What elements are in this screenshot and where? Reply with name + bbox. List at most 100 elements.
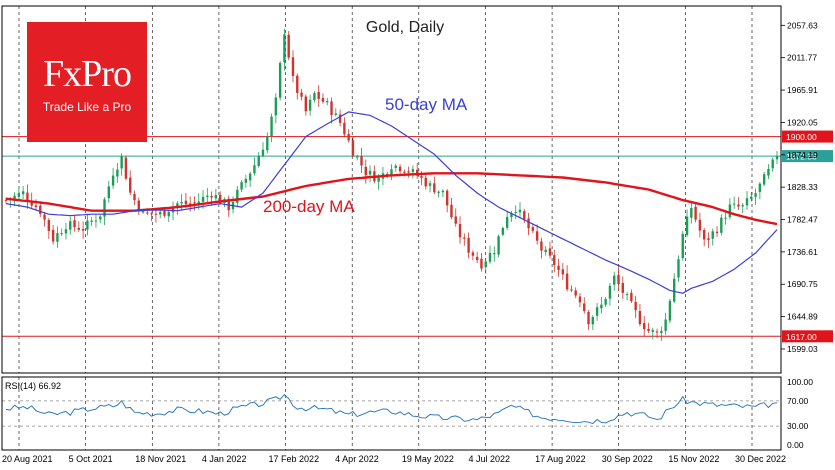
candle-up <box>313 93 316 101</box>
candle-down <box>304 96 308 112</box>
candle-up <box>197 201 200 205</box>
candle-up <box>720 217 723 233</box>
candle-down <box>188 203 192 205</box>
candle-down <box>424 177 427 187</box>
candle-down <box>43 214 46 220</box>
candle-down <box>81 229 85 231</box>
candle-up <box>86 220 89 230</box>
candle-up <box>591 317 595 325</box>
candle-down <box>416 169 419 176</box>
level-label-current: 1872.33 <box>786 152 817 162</box>
level-label-support: 1617.00 <box>786 332 817 342</box>
candle-down <box>30 200 33 206</box>
candle-up <box>206 195 209 197</box>
candle-up <box>437 191 440 193</box>
candle-up <box>214 194 218 199</box>
candle-up <box>377 177 380 182</box>
candle-up <box>308 99 312 111</box>
candle-down <box>364 166 367 176</box>
candle-down <box>433 183 436 193</box>
candle-down <box>480 258 483 269</box>
x-tick-label: 4 Jul 2022 <box>468 454 510 464</box>
candle-up <box>660 330 663 334</box>
candle-down <box>184 200 188 205</box>
candle-down <box>578 296 582 303</box>
candle-down <box>124 157 128 179</box>
candle-up <box>394 165 397 168</box>
y-tick-label: 1874.19 <box>787 150 818 160</box>
rsi-title: RSI(14) 66.92 <box>5 381 61 391</box>
candle-up <box>240 182 243 190</box>
candle-down <box>540 241 543 251</box>
candle-up <box>167 212 170 217</box>
candle-down <box>737 204 740 207</box>
candle-down <box>475 256 479 261</box>
candle-down <box>707 238 710 240</box>
candle-up <box>56 233 59 242</box>
candle-down <box>330 101 333 116</box>
candle-up <box>90 220 93 222</box>
candle-up <box>728 204 732 218</box>
level-label-resistance: 1900.00 <box>786 132 817 142</box>
candle-up <box>685 216 689 235</box>
ma200-line <box>5 172 778 226</box>
candle-down <box>471 252 475 256</box>
grid-lines <box>18 6 753 450</box>
candle-up <box>180 202 183 204</box>
y-tick-label: 1782.47 <box>787 215 818 225</box>
candle-up <box>775 156 779 160</box>
candle-up <box>488 252 492 262</box>
candle-down <box>634 301 637 311</box>
candle-up <box>428 183 432 186</box>
candle-down <box>523 211 526 220</box>
y-tick-label: 1599.03 <box>787 344 818 354</box>
level-tag-support <box>782 330 833 343</box>
rsi-y-label: 30.00 <box>787 421 809 431</box>
candle-down <box>574 290 577 296</box>
candle-up <box>510 213 513 217</box>
logo-brand: FxPro <box>43 53 132 95</box>
candle-down <box>715 231 719 234</box>
candle-down <box>630 292 633 302</box>
candle-up <box>99 216 102 220</box>
candle-up <box>141 211 145 213</box>
candle-up <box>278 63 282 98</box>
candle-down <box>643 323 646 330</box>
candle-up <box>758 183 762 192</box>
candle-up <box>608 285 612 299</box>
candle-up <box>441 190 445 193</box>
candle-down <box>47 220 51 231</box>
candle-down <box>527 218 530 229</box>
candle-up <box>201 196 205 202</box>
y-tick-label: 2011.77 <box>787 53 817 63</box>
candle-down <box>548 248 552 256</box>
candle-up <box>326 100 329 103</box>
candle-down <box>317 91 320 99</box>
candle-up <box>750 196 753 199</box>
level-tag-current <box>782 150 833 163</box>
candle-up <box>711 231 714 239</box>
candle-down <box>583 303 586 312</box>
candle-down <box>133 193 136 201</box>
candle-down <box>450 204 453 218</box>
candle-down <box>39 205 42 214</box>
candle-down <box>137 200 140 212</box>
chart-frames <box>1 5 782 451</box>
candle-up <box>484 261 487 268</box>
candle-down <box>694 206 697 220</box>
axis-labels: 20 Aug 2021 5 Oct 2021 18 Nov 2021 4 Jan 20… <box>2 20 818 464</box>
candle-down <box>154 213 158 215</box>
rsi-frame <box>1 376 782 451</box>
candle-down <box>445 190 449 206</box>
y-tick-label: 1965.91 <box>787 85 818 95</box>
candle-down <box>338 114 342 123</box>
candle-up <box>613 275 616 285</box>
candle-down <box>77 227 81 230</box>
candle-up <box>176 203 179 208</box>
candle-up <box>681 233 684 259</box>
candle-down <box>163 210 166 216</box>
horizontal-levels: 1900.00 1872.33 1617.00 <box>2 130 833 343</box>
candle-up <box>257 156 260 167</box>
ma200-annotation: 200-day MA <box>263 197 355 216</box>
